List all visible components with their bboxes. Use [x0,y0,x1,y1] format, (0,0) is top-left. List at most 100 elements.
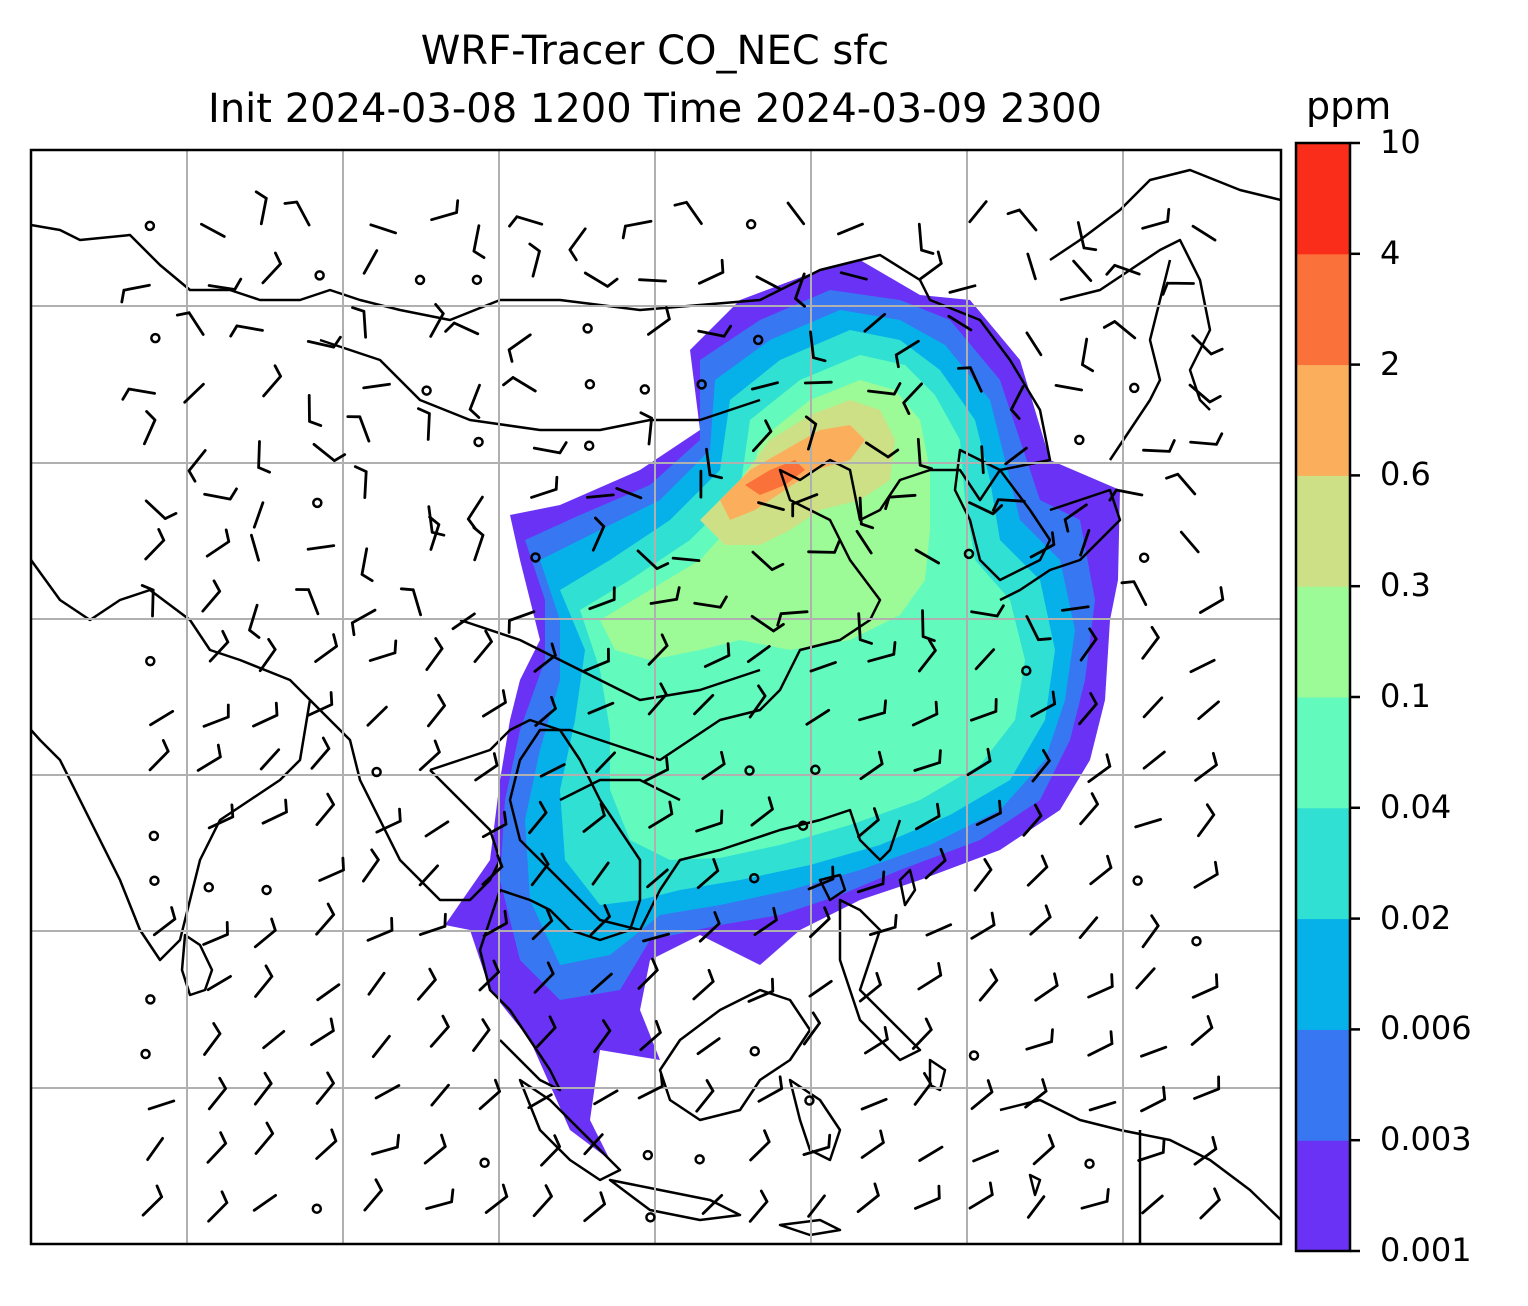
wind-barb [533,642,557,673]
wind-barb [1142,750,1166,770]
wind-barb [911,1017,933,1050]
colorbar-band-0.001 [1296,1140,1350,1252]
calm-wind-marker [473,436,484,448]
wind-barb [948,284,977,294]
wind-barb [205,528,231,558]
colorbar-tick-label-0.6: 0.6 [1380,455,1431,494]
wind-barb [206,1131,228,1164]
wind-barb [642,932,670,943]
wind-barb [1081,337,1095,373]
coastline-bay-of-bengal [309,699,502,902]
wind-barb [750,614,785,633]
coastline-sulawesi [788,1078,842,1162]
wind-barb [310,736,331,770]
wind-barb [1199,586,1225,614]
calm-wind-marker [1191,935,1202,947]
wind-barb [791,493,819,518]
calm-wind-marker [312,497,323,509]
wind-barb [429,1014,450,1048]
wind-barb [703,642,731,668]
wind-barb [248,603,261,639]
wind-barb [748,1189,769,1223]
wind-barb [254,190,268,226]
wind-barb [250,533,260,562]
colorbar-tick-label-0.1: 0.1 [1380,677,1431,715]
wind-barb [374,1084,401,1100]
wind-barb [921,609,936,643]
wind-barb [430,1083,450,1107]
wind-barb [484,1183,509,1214]
wind-barb [472,224,486,259]
wind-barb [583,647,610,673]
wind-barb [528,242,541,278]
coastline-russia-east [1049,168,1281,411]
wind-barb [1076,221,1098,252]
calm-wind-marker [148,830,160,842]
concentration-field [445,260,1120,1160]
wind-barb [346,415,371,443]
calm-wind-marker [1084,1158,1095,1169]
wind-barb [429,303,445,338]
wind-barb [1134,818,1162,829]
wind-barb [1141,1194,1164,1215]
calm-wind-marker [583,440,595,451]
calm-wind-marker [314,270,325,281]
wind-barbs [120,190,1225,1223]
wind-barb [425,1188,455,1210]
calm-wind-marker [261,884,272,896]
wind-barb [639,411,653,446]
wind-barb [1079,627,1098,662]
wind-barb [918,638,937,673]
wind-barb [697,324,732,338]
wind-barb [1026,1195,1046,1219]
wind-barb [1193,860,1219,889]
wind-barb [206,975,232,992]
wind-barb [615,487,643,500]
wind-barb [423,1133,447,1165]
wind-barb [1165,472,1197,496]
wind-barb [418,864,439,887]
wind-barb [534,695,557,727]
wind-barb [747,977,775,1003]
wind-barb [507,333,532,363]
wind-barb [306,691,334,717]
wind-barb [253,917,277,949]
wind-barb [261,251,282,285]
wind-barb [647,633,669,666]
calm-wind-marker [479,1157,490,1169]
wind-barb [917,222,935,255]
colorbar-band-0.6 [1296,364,1350,476]
wind-barb [540,1134,561,1167]
wind-barb [1140,1045,1168,1058]
wind-barb [1193,1075,1221,1100]
wind-barb [858,699,887,722]
wind-barb [481,854,504,886]
wind-barb [200,222,226,238]
wind-barb [1089,854,1113,886]
colorbar-tick-label-0.02: 0.02 [1380,898,1452,937]
wind-barb [914,548,940,565]
wind-barb [144,528,166,561]
wind-barb [148,739,170,772]
wind-barb [1063,503,1088,533]
wind-barb [315,902,336,936]
calm-wind-marker [203,882,215,893]
wind-barb [424,820,450,838]
wind-barb [970,698,998,722]
plume-level-2 [745,460,805,495]
wind-barb [705,447,723,480]
wind-barb [587,701,615,715]
wind-barb [207,803,235,830]
wind-barb [1140,1085,1167,1113]
wind-barb [776,610,809,627]
wind-barb [530,475,559,499]
wind-barb [418,739,441,772]
wind-barb [649,586,681,605]
wind-barb [366,916,394,942]
wind-barb [918,1145,944,1162]
wind-barb [1025,331,1043,357]
wind-barb [809,906,831,939]
colorbar-band-0.02 [1296,807,1350,920]
wind-barb [312,443,347,463]
